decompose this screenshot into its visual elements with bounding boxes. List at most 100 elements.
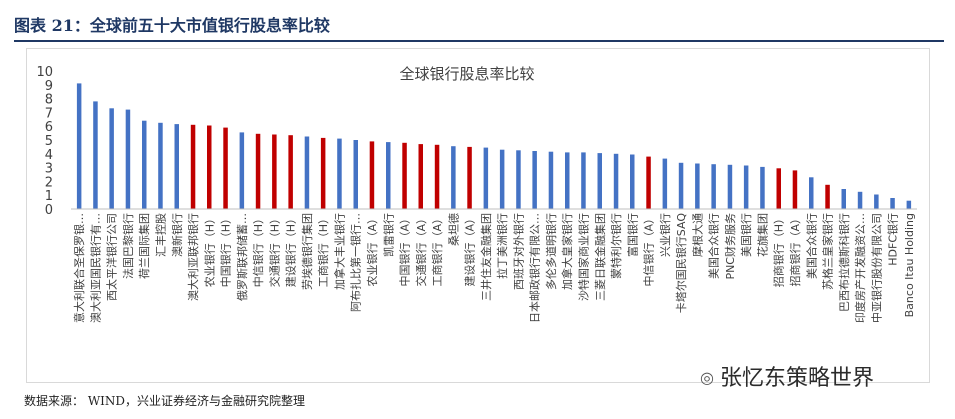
x-tick-label: 意大利联合圣保罗银… [72, 213, 86, 323]
x-tick-label: 富国银行 [625, 213, 639, 257]
x-tick-label: 拉丁美洲银行 [495, 213, 509, 279]
source-note: 数据来源： WIND，兴业证券经济与金融研究院整理 [24, 394, 306, 408]
bar [142, 120, 147, 209]
bar [516, 150, 521, 209]
bar [125, 109, 131, 209]
bar [93, 101, 98, 209]
bar [434, 144, 440, 209]
y-tick-label: 8 [45, 93, 53, 108]
bar [467, 146, 472, 209]
bar [743, 165, 749, 209]
wechat-icon: ◎ [700, 368, 714, 387]
x-tick-label: 汇丰控股 [154, 213, 168, 257]
bar [174, 124, 179, 209]
x-tick-label: 中信银行（A） [642, 213, 656, 287]
x-tick-label: 花旗集团 [755, 213, 769, 257]
bar [809, 177, 814, 209]
figure-header: 图表 21：全球前五十大市值银行股息率比较 [14, 6, 944, 42]
x-tick-label: 中亚银行股份有限公司 [869, 213, 883, 323]
x-tick-label: Banco Itau Holding [903, 213, 916, 317]
x-tick-label: 农业银行（A） [365, 213, 379, 287]
bar [565, 152, 570, 209]
bar [337, 138, 342, 209]
bar-series [76, 83, 912, 210]
bar [320, 137, 326, 209]
x-axis: 意大利联合圣保罗银… 澳大利亚国民银行有… 西太平洋银行公司 法国巴黎银行 荷兰国际集团… [71, 208, 917, 323]
bar [418, 144, 423, 209]
x-tick-label: 交通银行（A） [414, 213, 428, 287]
x-tick-label: 美国合众银行 [707, 213, 721, 279]
bar [597, 153, 602, 209]
bar [662, 158, 668, 209]
y-tick-label: 10 [36, 65, 53, 80]
bar [613, 153, 619, 209]
x-tick-label: 中国银行（H） [219, 213, 233, 287]
x-tick-label: 交通银行（H） [267, 213, 281, 287]
bar [109, 108, 114, 209]
x-tick-label: 俄罗斯联邦储蓄… [235, 213, 249, 301]
bar [841, 189, 846, 209]
bar [857, 191, 863, 210]
bar [288, 135, 293, 209]
bar [906, 200, 912, 209]
x-tick-label: 澳新银行 [170, 213, 184, 257]
x-tick-label: 苏格兰皇家银行 [821, 213, 835, 290]
bar [158, 122, 163, 210]
y-tick-label: 3 [45, 162, 53, 177]
x-tick-label: 加拿大皇家银行 [560, 213, 574, 290]
figure-title: 图表 21：全球前五十大市值银行股息率比较 [14, 16, 330, 35]
bar [630, 154, 635, 209]
y-tick-label: 2 [45, 175, 53, 190]
x-tick-label: 兴业银行 [658, 213, 672, 257]
x-tick-label: 建设银行（H） [284, 213, 298, 287]
x-tick-label: 招商银行（H） [772, 213, 786, 287]
x-tick-label: 蒙特利尔银行 [609, 213, 623, 279]
x-tick-label: 建设银行（A） [463, 213, 477, 287]
x-tick-label: 美国银行 [739, 213, 753, 257]
bar [825, 184, 830, 209]
chart-frame: 全球银行股息率比较 0 1 2 3 4 5 6 7 8 9 10 意大利联合圣保罗银… 澳大利亚国民银… [26, 48, 930, 383]
x-tick-label: 澳大利亚国民银行有… [88, 213, 102, 323]
bar [581, 152, 586, 209]
x-tick-label: 工商银行（A） [430, 213, 444, 287]
x-tick-label: 澳大利亚联邦银行 [186, 213, 200, 301]
bar [548, 151, 554, 209]
x-tick-label: 中信银行（H） [251, 213, 265, 287]
bar [239, 132, 245, 209]
bar [890, 198, 895, 209]
bar [451, 146, 456, 209]
chart-title: 全球银行股息率比较 [399, 65, 534, 83]
bar [207, 125, 212, 209]
bar [386, 142, 391, 209]
bar [646, 156, 651, 209]
x-tick-label: 沙特国家商业银行 [577, 213, 591, 301]
bar [695, 163, 700, 209]
x-tick-label: 桑坦德 [446, 213, 460, 246]
x-tick-label: 招商银行（A） [788, 213, 802, 287]
bar [223, 127, 228, 209]
bar [255, 133, 261, 209]
bar [678, 162, 684, 209]
bar [190, 124, 196, 209]
x-tick-label: 劳埃德银行集团 [300, 213, 314, 290]
bar [369, 141, 375, 209]
bar [532, 151, 537, 209]
bar [776, 168, 781, 209]
y-tick-label: 1 [45, 189, 53, 204]
x-tick-label: 工商银行（H） [316, 213, 330, 287]
x-tick-label: 美国合众银行 [804, 213, 818, 279]
x-tick-label: 凯雷银行 [381, 213, 395, 257]
x-tick-label: 巴西布拉德斯科银行 [837, 213, 851, 312]
x-tick-label: 多伦多道明银行 [544, 213, 558, 290]
x-tick-label: 法国巴黎银行 [121, 213, 135, 279]
bar [353, 140, 358, 209]
bar [76, 83, 82, 209]
x-tick-label: 西太平洋银行公司 [105, 213, 119, 301]
x-tick-label: 中国银行（A） [398, 213, 412, 287]
y-tick-label: 5 [45, 134, 53, 149]
x-tick-label: 印度房产开发融资公… [853, 213, 867, 323]
bar [760, 166, 765, 209]
bar [499, 149, 505, 209]
